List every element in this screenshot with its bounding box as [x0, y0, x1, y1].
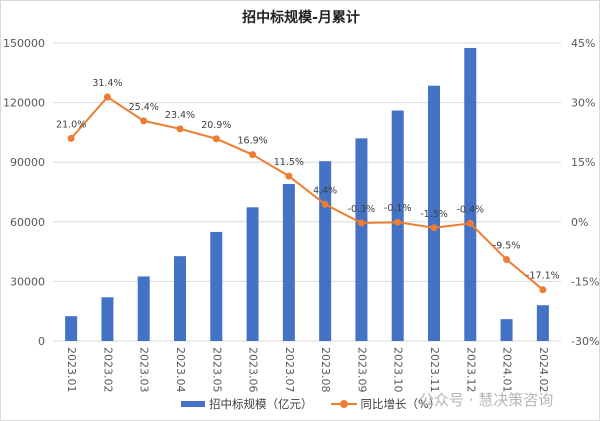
data-label: 16.9%: [237, 136, 267, 147]
y-left-tick-label: 150000: [3, 37, 45, 50]
x-tick-label: 2023.05: [210, 347, 223, 393]
x-tick-label: 2023.04: [174, 347, 187, 393]
y-right-tick-label: 45%: [571, 37, 595, 50]
y-left-tick-label: 120000: [3, 97, 45, 110]
y-right-tick-label: 15%: [571, 156, 595, 169]
x-tick-label: 2023.11: [428, 347, 441, 393]
y-left-tick-label: 60000: [10, 216, 45, 229]
line-point: [249, 151, 257, 159]
y-right-tick-label: 30%: [571, 97, 595, 110]
legend-label-line: 同比增长（%）: [360, 397, 441, 411]
data-label: 25.4%: [129, 102, 159, 113]
line-point: [321, 200, 329, 208]
line-point: [212, 135, 220, 143]
legend-bar-swatch: [181, 401, 205, 407]
line-point: [394, 218, 402, 226]
legend-label-bar: 招中标规模（亿元）: [209, 397, 313, 411]
line-point: [357, 219, 365, 227]
x-tick-label: 2023.01: [65, 347, 78, 393]
bar: [101, 297, 114, 341]
bar: [500, 319, 513, 341]
x-tick-label: 2023.09: [355, 347, 368, 393]
bar: [210, 231, 223, 341]
x-tick-label: 2023.10: [392, 347, 405, 393]
y-right-tick-label: -15%: [571, 275, 599, 288]
bar: [65, 316, 78, 341]
x-tick-label: 2023.07: [283, 347, 296, 393]
y-right-tick-label: -30%: [571, 335, 599, 348]
data-label: -9.5%: [493, 241, 521, 252]
x-tick-label: 2023.08: [319, 347, 332, 393]
data-label: 20.9%: [201, 120, 231, 131]
growth-line: [70, 95, 544, 291]
y-right-tick-label: 0%: [571, 216, 588, 229]
legend-item-bar: 招中标规模（亿元）: [181, 396, 313, 412]
bar: [137, 276, 150, 341]
watermark: 公众号 · 慧决策咨询: [419, 391, 554, 409]
bar: [246, 207, 259, 341]
line-point: [466, 219, 474, 227]
x-tick-label: 2024.01: [501, 347, 514, 392]
legend-item-line: 同比增长（%）: [330, 396, 441, 412]
x-tick-label: 2023.03: [138, 347, 151, 393]
data-label: 23.4%: [165, 110, 195, 121]
line-point: [430, 224, 438, 232]
legend: 招中标规模（亿元） 同比增长（%）: [181, 396, 440, 412]
x-tick-label: 2023.06: [247, 347, 260, 393]
data-label: 11.5%: [274, 157, 304, 168]
y-left-tick-label: 90000: [10, 156, 45, 169]
chart-title: 招中标规模-月累计: [242, 10, 360, 26]
line-point: [285, 172, 293, 180]
bar: [536, 305, 549, 341]
data-label: -0.4%: [456, 204, 484, 215]
legend-line-swatch: [330, 400, 357, 408]
x-tick-label: 2023.12: [464, 347, 477, 393]
data-label: 31.4%: [92, 78, 122, 89]
data-label: 4.4%: [313, 185, 337, 196]
bar: [391, 110, 404, 342]
data-label: -1.5%: [420, 209, 448, 220]
y-left-tick-label: 0: [38, 335, 45, 348]
data-label: -0.3%: [348, 204, 376, 215]
data-label: -17.1%: [526, 271, 560, 282]
data-label: -0.1%: [384, 203, 412, 214]
data-label: 21.0%: [56, 119, 86, 130]
x-tick-label: 2024.02: [537, 347, 550, 393]
y-left-tick-label: 30000: [10, 275, 45, 288]
bar: [428, 85, 440, 341]
bar: [355, 138, 368, 341]
x-tick-label: 2023.02: [101, 347, 114, 393]
bar: [282, 184, 295, 341]
line-point: [140, 117, 148, 125]
line-point: [503, 256, 511, 264]
bar: [464, 47, 477, 341]
line-point: [539, 286, 547, 294]
line-point: [176, 125, 184, 133]
line-point: [67, 134, 75, 142]
bar: [174, 256, 186, 341]
line-point: [103, 93, 111, 101]
